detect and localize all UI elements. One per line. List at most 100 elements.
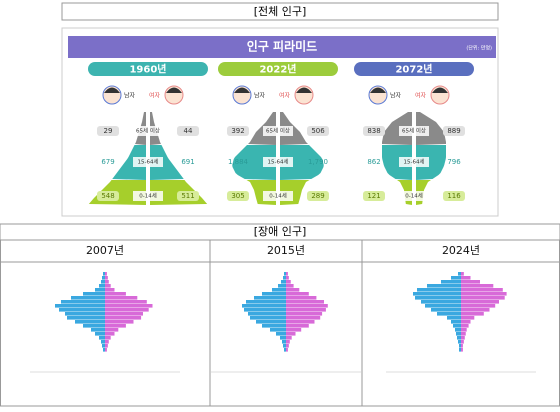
year: 2024년 [442,244,480,257]
age-group: 15-64세 [403,158,424,166]
value: 838 [367,127,380,135]
bar-female [286,276,289,280]
person-hair [296,87,312,93]
bar-male [102,276,105,280]
bar-male [276,332,286,336]
value: 548 [101,192,114,200]
bar-male [83,324,105,328]
bar-female [286,308,326,312]
year: 2015년 [267,244,305,257]
age-label-bg [399,157,429,167]
age-label-bg [133,191,163,201]
bar-female [461,272,464,276]
value: 889 [447,127,460,135]
bar-male [280,336,286,340]
bar-male [262,324,286,328]
bar-male [75,320,105,324]
bar-male [256,320,286,324]
bar-male [459,344,461,348]
value-box [97,191,119,201]
value: 506 [311,127,325,135]
bar-male [101,280,105,284]
age-group: 15-64세 [267,158,288,166]
age-group: 0-14세 [139,192,157,200]
value: 691 [181,158,194,166]
value: 511 [181,192,194,200]
age-label-bg [263,126,293,136]
top-header-box [61,2,499,21]
age-group: 15-64세 [137,158,158,166]
bar-female [461,284,494,288]
bar-female [286,336,292,340]
year: 2007년 [86,244,124,257]
bar-male [415,296,461,300]
bar-male [103,348,105,352]
bar-male [99,284,105,288]
bar-female [286,280,291,284]
bar-female [461,304,496,308]
bar-female [105,276,108,280]
value-box [363,126,385,136]
bar-female [286,344,289,348]
bar-male [284,348,286,352]
year: 1960년 [129,63,166,76]
bar-male [451,320,461,324]
bar-male [102,344,105,348]
bar-female [461,316,475,320]
bar-male [431,308,461,312]
age-group: 65세 이상 [402,127,426,135]
male-label: 남자 [254,92,266,100]
bar-female [286,320,315,324]
bar-male [55,304,105,308]
pyramid-silhouette [280,112,308,145]
bar-male [67,316,105,320]
value: 796 [447,158,461,166]
bar-male [250,316,286,320]
female-label: 여자 [149,92,161,100]
bar-female [105,292,126,296]
value: 116 [447,192,461,200]
person-hair [166,87,182,93]
year-pill [218,62,338,76]
person-hair [104,87,120,93]
bar-female [286,288,300,292]
male-label: 남자 [390,92,402,100]
bar-male [456,332,461,336]
pyramid-silhouette [416,145,446,180]
age-label-bg [263,157,293,167]
bar-male [453,324,461,328]
value-box [363,191,385,201]
person-hair [370,87,386,93]
bar-female [286,328,302,332]
bar-female [105,300,147,304]
bar-female [461,328,467,332]
bar-female [286,340,290,344]
person-hair [234,87,250,93]
bar-female [286,348,288,352]
value: 289 [311,192,324,200]
pyramid-silhouette [280,145,324,180]
bar-male [254,296,286,300]
bar-female [105,272,107,276]
bar-male [272,288,286,292]
bar-male [437,312,461,316]
bar-male [447,316,461,320]
bar-female [286,332,296,336]
bar-male [458,340,461,344]
panel-title: 인구 피라미드 [247,39,317,54]
female-label: 여자 [415,92,427,100]
bar-female [286,304,328,308]
pyramid-silhouette [416,112,446,145]
bar-male [281,280,286,284]
age-label-bg [133,157,163,167]
bottom-header: [장애 인구] [254,225,307,238]
value: 121 [367,192,380,200]
bar-female [461,308,490,312]
bar-female [105,324,126,328]
bar-female [105,288,115,292]
title-bar [68,36,496,58]
bar-female [286,296,317,300]
bar-female [461,300,499,304]
year: 2072년 [395,63,432,76]
value-box [227,126,249,136]
